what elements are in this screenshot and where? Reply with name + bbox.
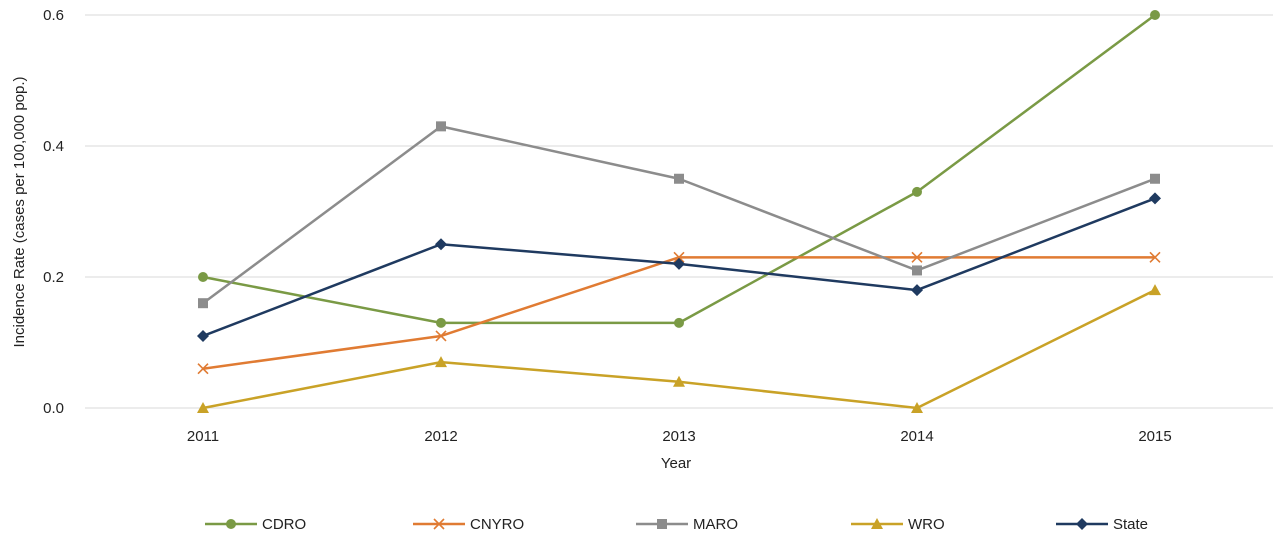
y-tick-label: 0.0	[43, 400, 64, 417]
legend-label: WRO	[908, 516, 945, 533]
data-point-maro	[436, 121, 446, 132]
data-point-cdro	[1150, 10, 1160, 20]
y-tick-label: 0.2	[43, 269, 64, 286]
y-tick-label: 0.4	[43, 138, 64, 155]
data-point-state	[673, 257, 685, 270]
gridlines	[85, 14, 1273, 409]
data-point-maro	[674, 173, 684, 184]
data-point-wro	[197, 402, 209, 413]
legend-marker	[1076, 518, 1088, 530]
legend-item-maro: MARO	[636, 516, 738, 533]
data-point-cdro	[674, 317, 684, 328]
legend-item-wro: WRO	[851, 516, 945, 533]
x-tick-label: 2014	[900, 428, 933, 445]
series-lines	[197, 10, 1161, 413]
legend-marker	[433, 518, 445, 530]
legend-item-cnyro: CNYRO	[413, 516, 524, 533]
legend-label: CNYRO	[470, 516, 524, 533]
data-point-cnyro	[673, 251, 685, 263]
data-point-cdro	[198, 272, 208, 282]
y-axis-title: Incidence Rate (cases per 100,000 pop.)	[11, 76, 28, 347]
data-point-state	[1149, 192, 1161, 205]
data-point-wro	[1149, 284, 1161, 296]
legend-item-state: State	[1056, 516, 1148, 533]
data-point-cnyro	[1149, 251, 1161, 263]
data-point-state	[911, 284, 923, 297]
legend: CDRO CNYRO MARO WRO State	[205, 516, 1148, 533]
y-tick-label: 0.6	[43, 7, 64, 24]
series-wro	[197, 284, 1161, 413]
data-point-maro	[1150, 173, 1160, 184]
data-point-wro	[673, 375, 685, 387]
data-point-wro	[911, 402, 923, 413]
data-point-state	[197, 329, 209, 342]
data-point-cnyro	[911, 251, 923, 263]
legend-label: MARO	[693, 516, 738, 533]
data-point-cdro	[436, 317, 446, 328]
series-maro	[198, 121, 1160, 309]
x-tick-label: 2013	[662, 428, 695, 445]
x-tick-label: 2012	[424, 428, 457, 445]
legend-marker	[226, 519, 236, 529]
data-point-state	[435, 238, 447, 251]
data-point-cnyro	[435, 330, 447, 342]
series-cdro	[198, 10, 1160, 328]
data-point-cnyro	[197, 363, 209, 375]
legend-marker	[657, 519, 667, 529]
legend-marker	[871, 518, 883, 529]
axes: 0.0 0.2 0.4 0.6 2011 2012 2013 2014 2015	[43, 7, 1172, 445]
series-cnyro	[197, 251, 1161, 375]
data-point-maro	[912, 265, 922, 276]
x-tick-label: 2011	[187, 428, 219, 445]
data-point-cdro	[912, 186, 922, 197]
series-line-cnyro	[202, 256, 1155, 370]
legend-label: CDRO	[262, 516, 306, 533]
data-point-maro	[198, 298, 208, 309]
legend-label: State	[1113, 516, 1148, 533]
legend-item-cdro: CDRO	[205, 516, 306, 533]
x-axis-title: Year	[661, 455, 691, 472]
series-state	[197, 192, 1161, 342]
x-tick-label: 2015	[1138, 428, 1171, 445]
data-point-wro	[435, 356, 447, 368]
